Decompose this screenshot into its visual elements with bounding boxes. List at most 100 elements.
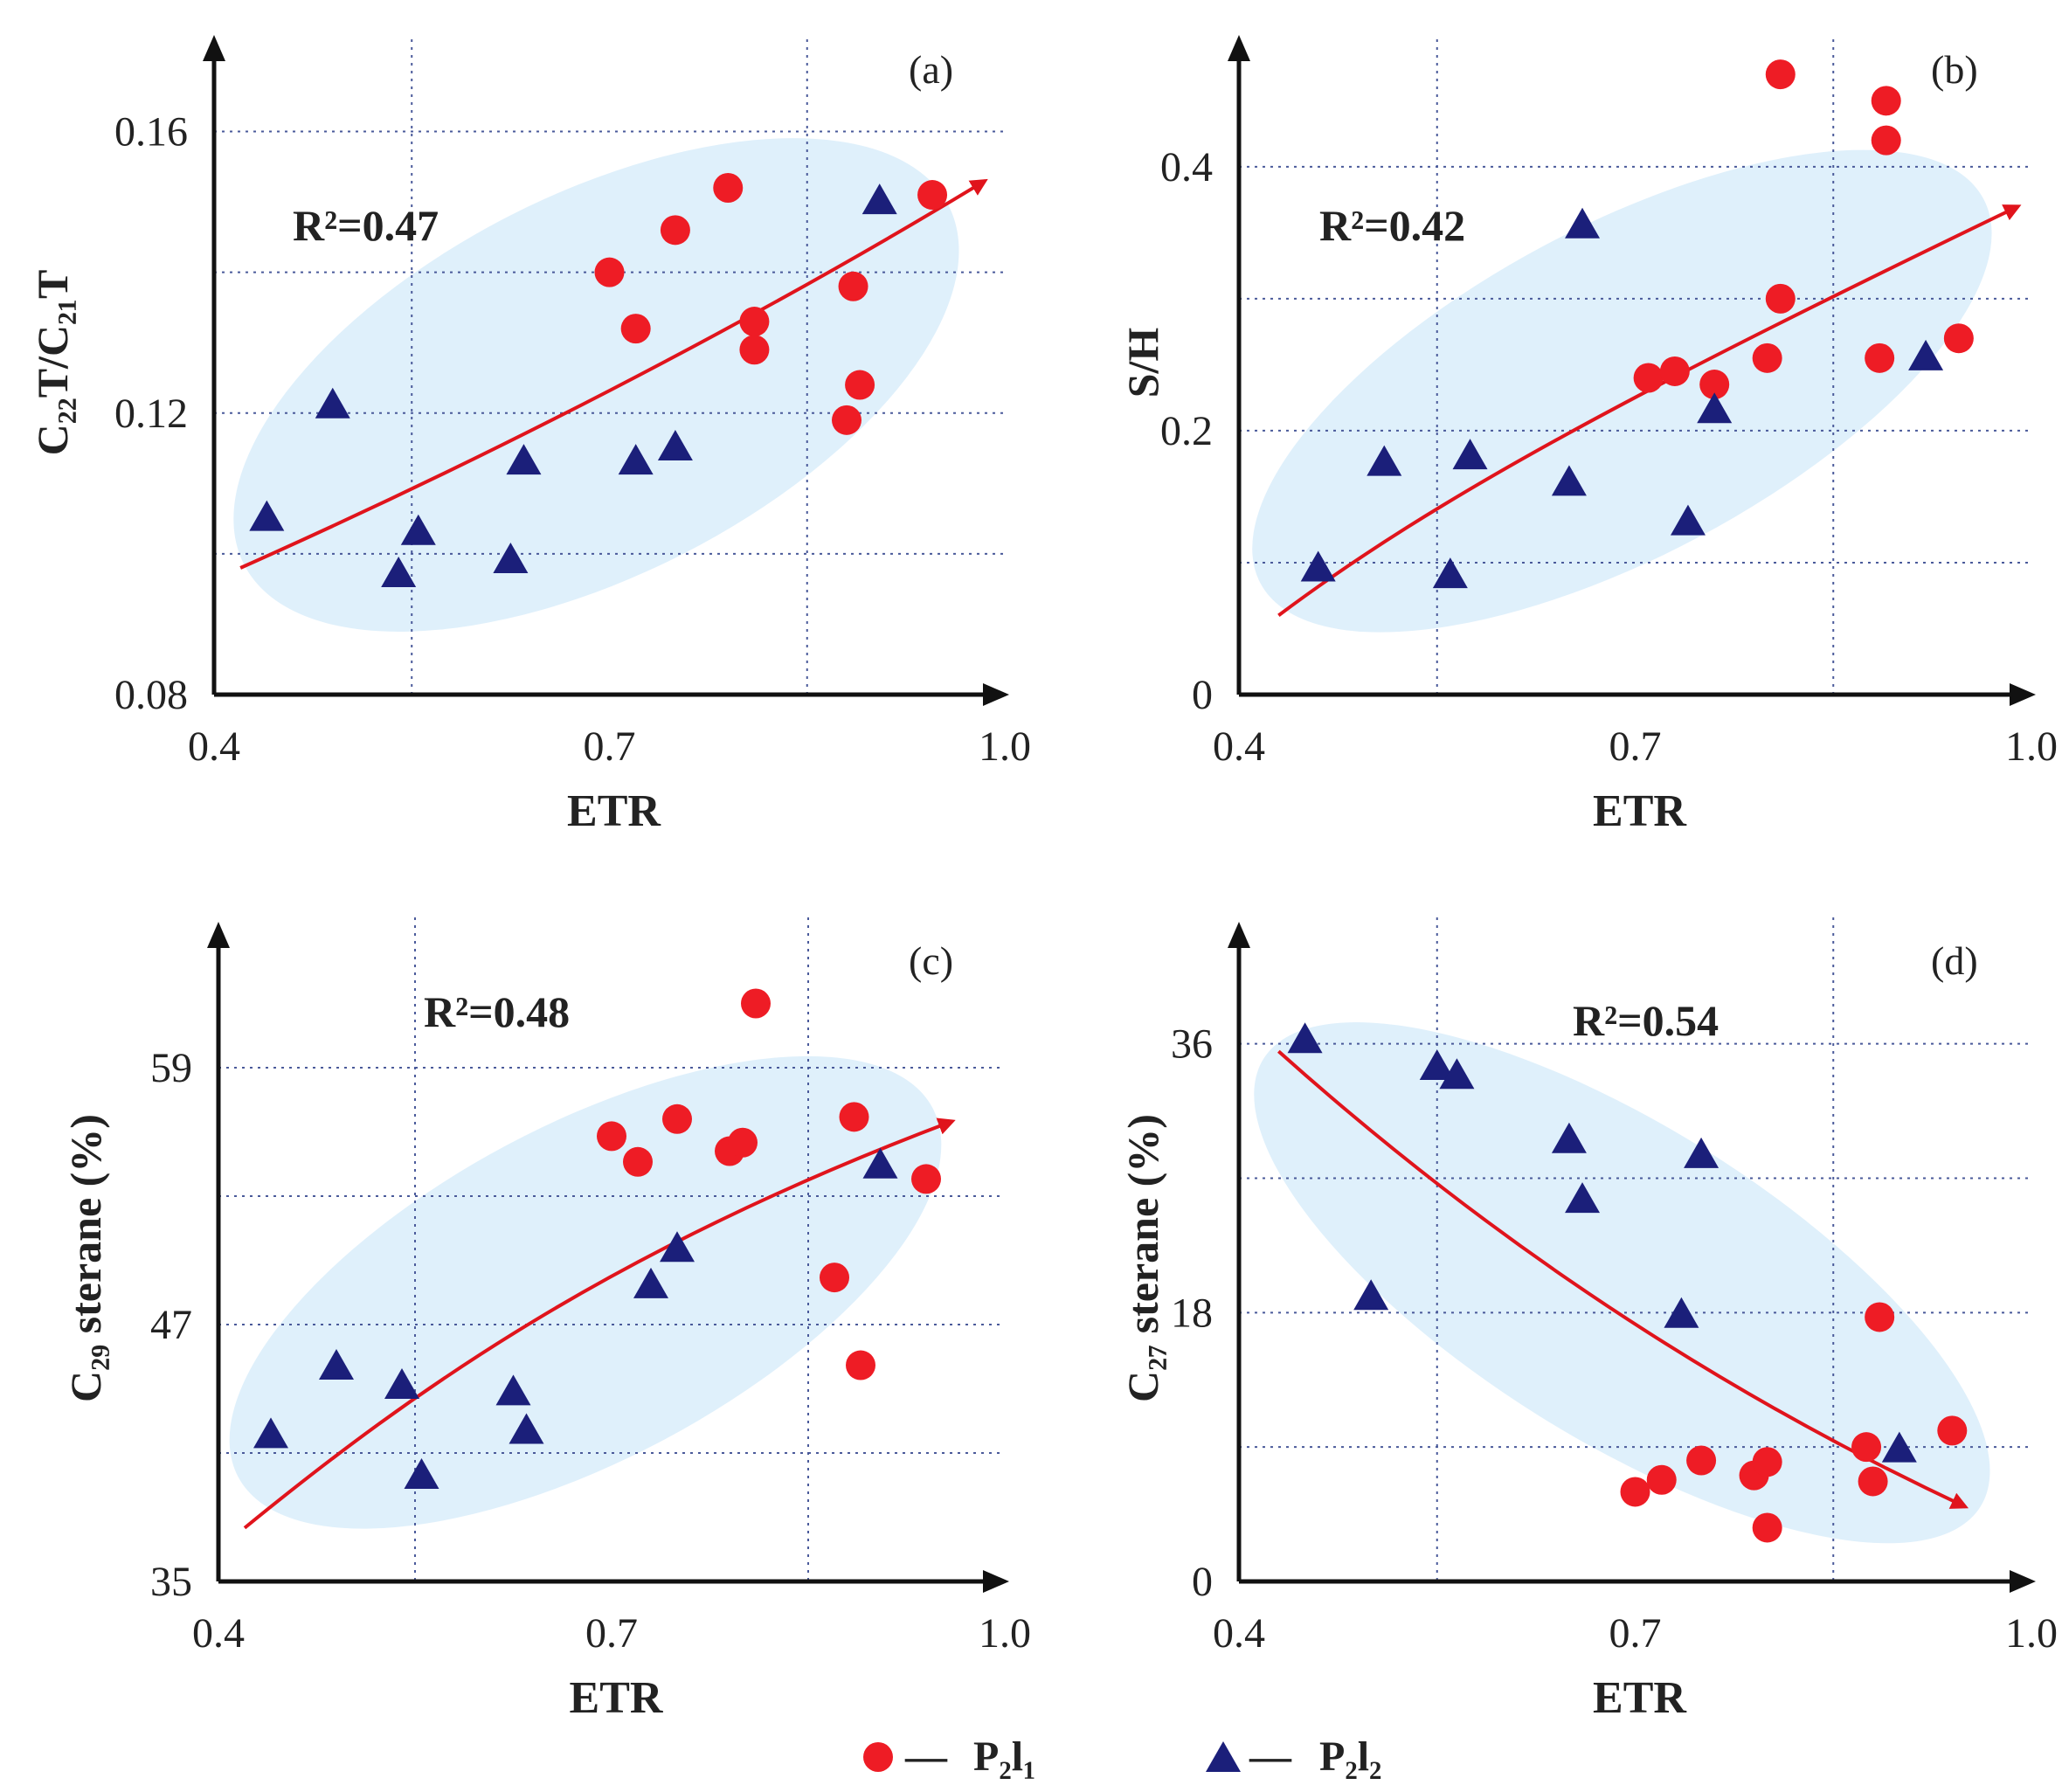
point-p2l2: [319, 1349, 354, 1380]
point-p2l2: [506, 444, 542, 475]
y-tick-label: 35: [150, 1559, 192, 1605]
point-p2l1: [1871, 125, 1901, 156]
y-tick-label: 36: [1171, 1021, 1213, 1068]
cluster-ellipse: [233, 138, 959, 632]
point-p2l1: [1937, 1415, 1968, 1446]
point-p2l1: [1646, 1464, 1677, 1495]
x-tick-label: 0.7: [1609, 1610, 1662, 1657]
point-p2l2: [495, 1374, 531, 1406]
point-p2l1: [1659, 356, 1690, 386]
point-p2l1: [1752, 1512, 1782, 1543]
point-p2l2: [1419, 1049, 1455, 1080]
legend-dash-2: —: [1249, 1733, 1292, 1780]
y-tick-label: 59: [150, 1045, 192, 1091]
point-p2l2: [253, 1417, 288, 1449]
point-p2l1: [728, 1127, 758, 1158]
point-p2l1: [662, 1104, 692, 1134]
legend: — P₂l₁ — P₂l₂: [863, 1733, 1381, 1780]
point-p2l1: [594, 257, 625, 287]
point-p2l1: [846, 1350, 875, 1380]
point-p2l1: [1765, 283, 1796, 314]
trend-arrow: [1277, 1049, 1969, 1509]
point-p2l1: [741, 988, 771, 1019]
y-axis-arrowhead: [1228, 922, 1250, 948]
point-p2l2: [1287, 1022, 1323, 1054]
x-tick-label: 1.0: [2005, 1610, 2058, 1657]
panel-tag: (a): [909, 47, 953, 92]
y-tick-label: 0.08: [114, 672, 188, 718]
point-p2l2: [384, 1368, 419, 1400]
x-tick-label: 0.4: [1213, 723, 1265, 770]
point-p2l1: [623, 1146, 653, 1177]
y-axis-arrowhead: [203, 35, 225, 61]
point-p2l1: [1865, 342, 1895, 373]
point-p2l1: [713, 173, 744, 203]
point-p2l2: [249, 500, 285, 531]
point-p2l1: [1699, 370, 1730, 400]
point-p2l1: [845, 370, 875, 400]
point-p2l1: [1633, 363, 1664, 393]
y-tick-label: 0: [1192, 1559, 1213, 1605]
point-p2l1: [1752, 342, 1782, 373]
panel-c: 0.4 0.7 1.0 35 47 59 ETR C₂₉ sterane (%) (c) R²=0…: [61, 917, 1031, 1723]
point-p2l2: [1367, 445, 1402, 476]
cluster-ellipse: [1252, 149, 1992, 633]
point-p2l1: [1765, 59, 1796, 90]
point-p2l2: [1439, 1058, 1475, 1090]
panel-tag: (d): [1931, 938, 1978, 983]
point-p2l2: [509, 1413, 544, 1444]
point-p2l2: [404, 1457, 439, 1489]
legend-label-p2l1: P₂l₁: [973, 1733, 1035, 1780]
trend-arrow: [239, 178, 988, 570]
point-p2l2: [493, 542, 529, 573]
x-tick-label: 1.0: [979, 723, 1031, 770]
x-axis-title: ETR: [567, 786, 661, 836]
y-axis-title: S/H: [1118, 328, 1167, 398]
y-axis-title: C₂₇ sterane (%): [1118, 1114, 1167, 1402]
y-axis-title: C₂₉ sterane (%): [61, 1114, 110, 1402]
point-p2l2: [1565, 207, 1601, 239]
point-p2l2: [1551, 465, 1587, 496]
x-axis-arrowhead: [2010, 1570, 2036, 1593]
point-p2l1: [597, 1121, 626, 1152]
point-p2l2: [1300, 550, 1336, 582]
point-p2l2: [1670, 504, 1706, 536]
point-p2l2: [1551, 1122, 1587, 1153]
point-p2l2: [1664, 1297, 1699, 1328]
x-tick-label: 1.0: [2005, 723, 2058, 770]
point-p2l1: [1620, 1477, 1650, 1507]
point-p2l1: [739, 335, 770, 365]
x-axis-title: ETR: [1593, 1673, 1687, 1723]
r-squared-label: R²=0.48: [424, 987, 570, 1036]
cluster-ellipse: [1254, 1022, 1990, 1544]
point-p2l2: [1353, 1279, 1389, 1311]
y-tick-label: 0.16: [114, 109, 188, 156]
point-p2l2: [1565, 1182, 1601, 1214]
trend-arrow: [1277, 204, 2022, 617]
trend-arrow: [243, 1117, 956, 1530]
legend-triangle-marker: [1206, 1741, 1241, 1772]
point-p2l2: [381, 557, 417, 588]
point-p2l1: [820, 1263, 849, 1293]
y-tick-label: 0.4: [1160, 144, 1213, 190]
point-p2l2: [1432, 557, 1468, 589]
point-p2l1: [911, 1164, 941, 1194]
legend-circle-marker: [863, 1742, 893, 1772]
r-squared-label: R²=0.42: [1319, 201, 1465, 250]
y-tick-label: 18: [1171, 1290, 1213, 1336]
x-axis-arrowhead: [983, 683, 1009, 706]
point-p2l2: [618, 444, 654, 475]
panel-a: 0.4 0.7 1.0 0.08 0.12 0.16 ETR C₂₂T/C₂₁T (a) R²=0…: [28, 35, 1031, 836]
y-axis-title: C₂₂T/C₂₁T: [28, 270, 77, 456]
point-p2l1: [1943, 323, 1974, 354]
point-p2l1: [917, 180, 948, 211]
point-p2l2: [862, 1147, 898, 1179]
x-tick-label: 0.4: [192, 1610, 245, 1657]
y-tick-label: 0.2: [1160, 408, 1213, 454]
point-p2l1: [660, 215, 690, 246]
point-p2l2: [1684, 1137, 1719, 1168]
point-p2l2: [400, 514, 436, 545]
x-tick-label: 0.7: [1609, 723, 1662, 770]
panel-tag: (b): [1931, 47, 1978, 92]
